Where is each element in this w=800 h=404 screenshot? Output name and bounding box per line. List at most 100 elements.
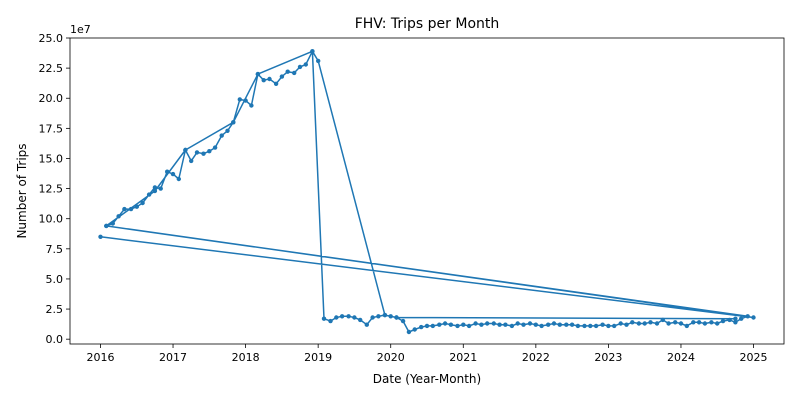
- data-point: [400, 318, 406, 324]
- data-point: [612, 323, 617, 329]
- data-point: [165, 169, 170, 174]
- data-point: [98, 234, 103, 239]
- data-point: [709, 320, 714, 325]
- data-point: [267, 76, 272, 82]
- data-point: [479, 322, 484, 327]
- data-point: [497, 322, 502, 327]
- data-point: [176, 176, 181, 182]
- data-point: [364, 322, 369, 327]
- data-point: [134, 204, 139, 209]
- data-point: [243, 98, 248, 103]
- y-axis-label: Number of Trips: [15, 143, 29, 238]
- data-point: [745, 314, 750, 319]
- data-point: [648, 320, 653, 325]
- data-point: [261, 78, 266, 83]
- data-point: [533, 322, 538, 327]
- data-point: [636, 321, 642, 326]
- data-point: [207, 149, 212, 154]
- y-tick-label: 7.5: [46, 243, 64, 256]
- x-tick-label: 2021: [449, 351, 477, 364]
- plot-frame: [69, 37, 785, 345]
- data-point: [255, 71, 261, 77]
- data-point: [212, 145, 218, 150]
- x-tick-label: 2024: [667, 351, 695, 364]
- x-tick-label: 2023: [594, 351, 622, 364]
- data-point: [539, 323, 544, 329]
- data-point: [691, 320, 696, 325]
- data-point: [678, 321, 684, 326]
- data-point: [720, 318, 726, 324]
- data-point: [582, 323, 587, 329]
- data-point: [673, 320, 678, 325]
- data-point: [642, 321, 647, 326]
- data-point: [751, 315, 756, 320]
- data-point: [564, 322, 569, 327]
- marks-layer: [98, 49, 756, 335]
- data-point: [297, 64, 303, 70]
- data-point: [116, 214, 121, 219]
- data-point: [183, 147, 188, 153]
- x-tick-label: 2018: [232, 351, 260, 364]
- y-tick-label: 10.0: [39, 213, 64, 226]
- data-point: [249, 103, 254, 108]
- data-point: [430, 323, 435, 329]
- data-point: [388, 314, 393, 319]
- data-point: [521, 322, 526, 327]
- data-point: [593, 323, 599, 329]
- data-point: [491, 321, 496, 326]
- chart-title: FHV: Trips per Month: [355, 16, 500, 32]
- data-point: [473, 321, 478, 326]
- x-tick-label: 2016: [86, 351, 114, 364]
- data-point: [739, 316, 744, 321]
- data-point: [509, 323, 515, 329]
- data-point: [328, 318, 333, 324]
- data-point: [606, 323, 611, 329]
- y-tick-label: 22.5: [39, 62, 64, 75]
- data-point: [485, 321, 490, 326]
- data-point: [358, 317, 363, 323]
- data-point: [733, 316, 738, 321]
- data-point: [334, 315, 339, 320]
- data-point: [303, 62, 308, 67]
- data-point: [201, 151, 206, 156]
- y-tick-label: 17.5: [39, 122, 64, 135]
- data-point: [382, 312, 388, 318]
- data-point: [231, 120, 236, 125]
- data-point: [442, 321, 448, 326]
- data-point: [285, 69, 290, 74]
- y-tick-label: 5.0: [46, 273, 64, 286]
- data-point: [600, 322, 605, 327]
- data-point: [279, 74, 285, 79]
- data-point: [194, 150, 200, 155]
- data-point: [630, 320, 635, 325]
- data-point: [437, 322, 442, 327]
- data-point: [321, 316, 327, 321]
- data-point: [503, 322, 508, 327]
- data-point: [455, 323, 460, 329]
- data-point: [104, 223, 109, 229]
- data-point: [189, 158, 194, 164]
- data-point: [152, 185, 158, 190]
- x-tick-label: 2025: [740, 351, 768, 364]
- data-point: [654, 321, 660, 326]
- y-tick-label: 25.0: [39, 32, 64, 45]
- data-point: [702, 321, 708, 326]
- data-point: [551, 321, 557, 326]
- data-point: [557, 322, 562, 327]
- data-point: [546, 322, 551, 327]
- data-point: [170, 171, 176, 177]
- x-tick-label: 2019: [304, 351, 332, 364]
- plot-area: [70, 38, 784, 344]
- data-point: [346, 314, 351, 319]
- data-point: [660, 317, 665, 323]
- data-point: [618, 321, 623, 326]
- data-point: [225, 128, 230, 133]
- y-tick-label: 20.0: [39, 92, 64, 105]
- data-point: [273, 81, 279, 87]
- data-point: [419, 324, 424, 330]
- data-point: [237, 97, 242, 102]
- x-axis-label: Date (Year-Month): [373, 372, 481, 386]
- y-axis-scale-label: 1e7: [70, 23, 91, 36]
- x-tick-label: 2022: [522, 351, 550, 364]
